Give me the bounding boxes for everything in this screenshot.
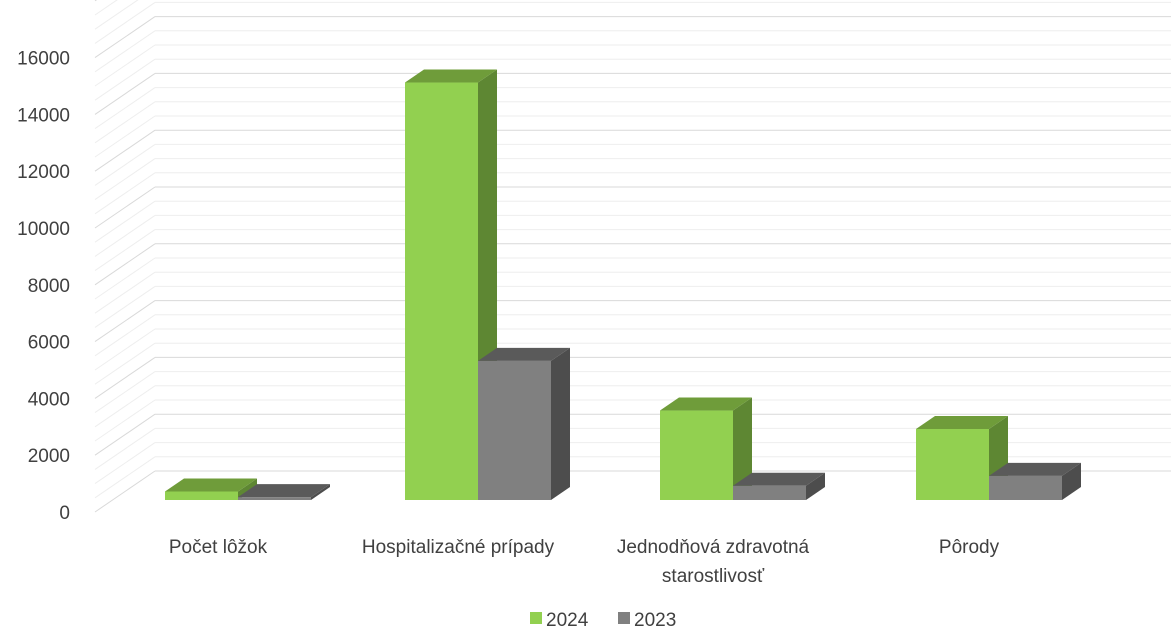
legend-swatch-2023 [618, 612, 630, 624]
category-label: Hospitalizačné prípady [362, 537, 555, 558]
y-tick-label: 16000 [17, 49, 70, 70]
legend-label-2023: 2023 [634, 610, 676, 631]
bar-2023-3 [989, 462, 1081, 500]
gridline-diagonal [94, 427, 156, 470]
y-tick-label: 6000 [28, 333, 70, 354]
gridline-diagonal [94, 285, 156, 328]
gridline-diagonal [94, 44, 156, 87]
legend: 2024 2023 [530, 610, 676, 631]
gridlines [94, 0, 1171, 513]
bar-2023-2 [733, 472, 825, 500]
gridline-diagonal [94, 413, 156, 456]
gridline-diagonal [94, 58, 156, 101]
gridline-diagonal [94, 0, 139, 30]
gridline-diagonal [94, 257, 156, 300]
bars [165, 69, 1081, 501]
y-tick-label: 0 [59, 503, 70, 524]
category-label: Počet lôžok [169, 537, 268, 558]
gridline-diagonal [94, 143, 156, 186]
y-tick-label: 2000 [28, 446, 70, 467]
y-axis-tick-labels: 0 2000 4000 6000 8000 10000 12000 14000 16000 [17, 49, 70, 524]
legend-swatch-2024 [530, 612, 542, 624]
legend-label-2024: 2024 [546, 610, 589, 631]
bar-2024-2 [660, 397, 752, 500]
gridline-diagonal [94, 30, 156, 73]
gridline-diagonal [94, 172, 156, 215]
gridline-diagonal [94, 442, 156, 485]
gridline-diagonal [94, 243, 156, 286]
gridline-diagonal [94, 16, 156, 59]
y-tick-label: 10000 [17, 219, 70, 240]
gridline-diagonal [94, 214, 156, 257]
gridline-diagonal [94, 356, 156, 399]
gridline-diagonal [94, 456, 156, 499]
gridline-diagonal [94, 101, 156, 144]
gridline-diagonal [94, 72, 156, 115]
gridline-diagonal [94, 129, 156, 172]
gridline-diagonal [94, 300, 156, 343]
gridline-diagonal [94, 342, 156, 385]
category-label: Pôrody [939, 537, 1000, 558]
category-label: Jednodňová zdravotná [617, 537, 810, 558]
bar-2023-1 [478, 347, 570, 500]
gridline-diagonal [94, 0, 118, 16]
gridline-diagonal [94, 1, 156, 44]
gridline-diagonal [94, 328, 156, 371]
gridline-diagonal [94, 115, 156, 158]
gridline-diagonal [94, 385, 156, 428]
y-tick-label: 4000 [28, 389, 70, 410]
category-labels: Počet lôžok Hospitalizačné prípady Jednodň… [169, 537, 1000, 587]
gridline-diagonal [94, 186, 156, 229]
gridline-diagonal [94, 271, 156, 314]
bar-2023-0 [238, 484, 330, 500]
gridline-diagonal [94, 158, 156, 201]
gridline-diagonal [94, 371, 156, 414]
gridline-diagonal [94, 229, 156, 272]
gridline-diagonal [94, 399, 156, 442]
gridline-diagonal [94, 314, 156, 357]
gridline-diagonal [94, 87, 156, 130]
gridline-diagonal [94, 200, 156, 243]
y-tick-label: 8000 [28, 276, 70, 297]
gridline-diagonal [94, 470, 156, 513]
y-tick-label: 14000 [17, 105, 70, 126]
y-tick-label: 12000 [17, 162, 70, 183]
gridline-diagonal [94, 0, 98, 2]
category-label: starostlivosť [662, 566, 765, 587]
